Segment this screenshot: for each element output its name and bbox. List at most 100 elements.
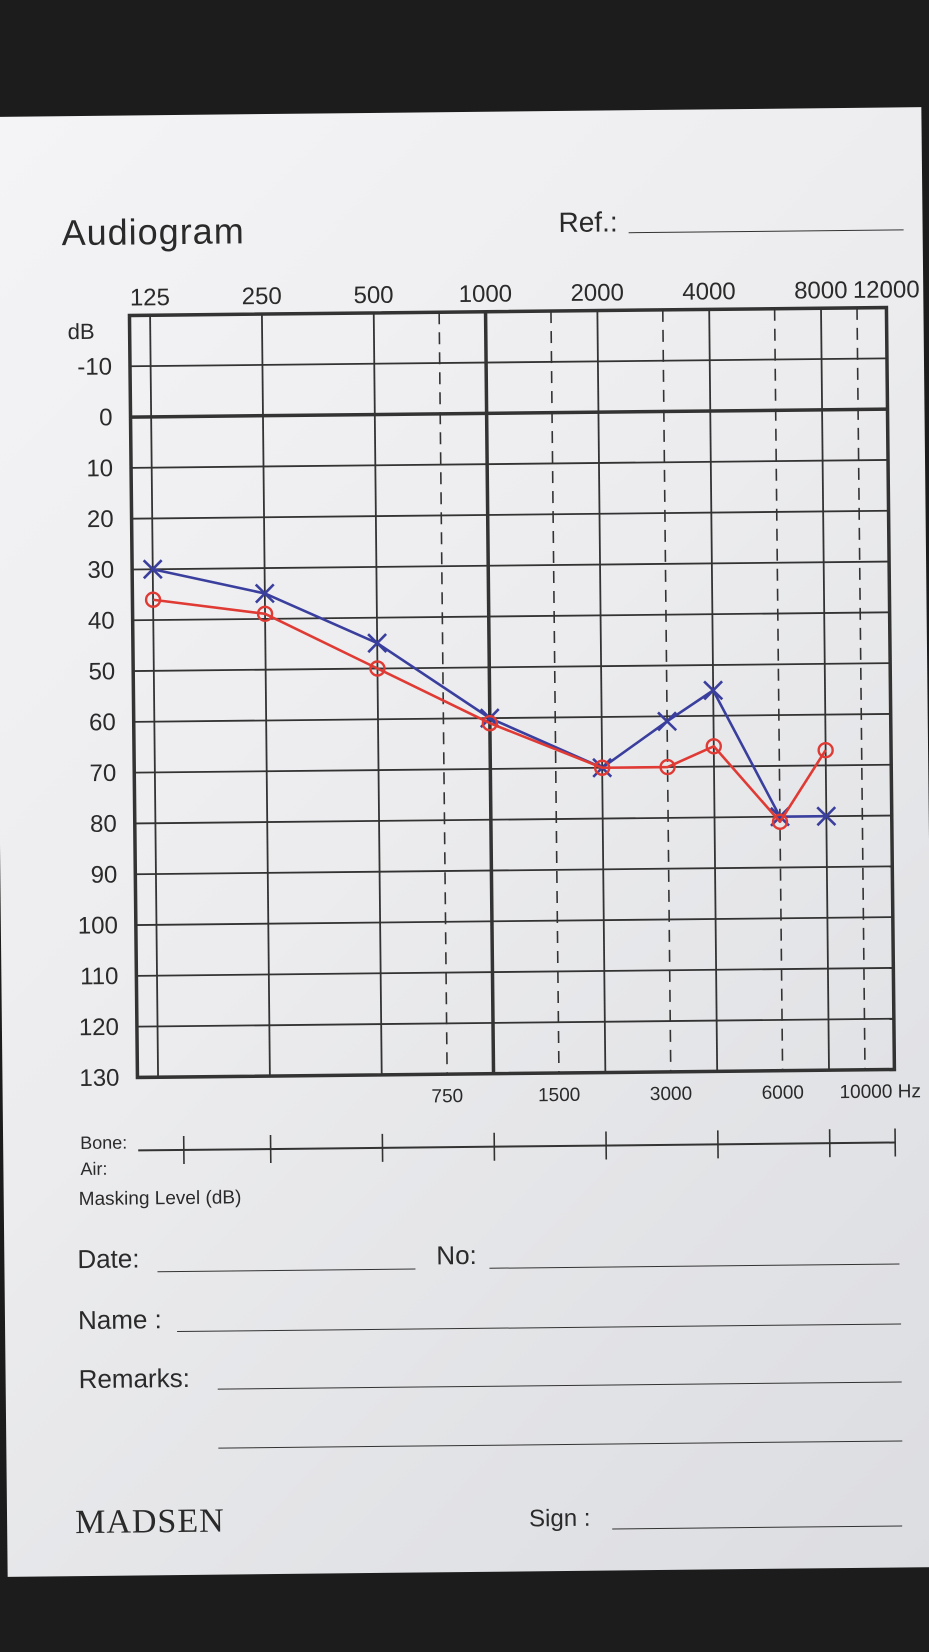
data-point-o bbox=[144, 591, 162, 608]
brand-logo: MADSEN bbox=[74, 1502, 225, 1542]
masking-level-label: Masking Level (dB) bbox=[78, 1187, 242, 1211]
data-point-o bbox=[593, 759, 611, 776]
x-tick-label: 4000 bbox=[682, 278, 736, 306]
grid-line-h bbox=[134, 763, 892, 774]
y-tick-label: 110 bbox=[80, 963, 119, 990]
grid-line-h bbox=[132, 611, 890, 622]
y-tick-label: 80 bbox=[90, 811, 117, 838]
bone-label: Bone: bbox=[80, 1132, 128, 1154]
data-point-o bbox=[369, 660, 386, 677]
data-point-x bbox=[657, 711, 678, 732]
masking-axis bbox=[138, 1128, 897, 1164]
grid-line-v-dashed bbox=[856, 307, 866, 1070]
chart-grid bbox=[127, 305, 897, 1080]
grid-line-v-dashed bbox=[438, 312, 448, 1075]
sign-label: Sign : bbox=[528, 1504, 591, 1533]
grid-line-v-dashed bbox=[661, 309, 672, 1072]
audiogram-form: Audiogram Ref.: 125 250 500 1000 2000 4000 800… bbox=[0, 107, 929, 1577]
data-point-o bbox=[481, 715, 499, 732]
y-tick-label: 60 bbox=[89, 709, 116, 736]
data-point-o bbox=[771, 813, 789, 830]
data-point-o bbox=[256, 605, 274, 622]
plot-frame bbox=[127, 305, 897, 1080]
grid-line-h bbox=[136, 967, 894, 977]
data-point-x bbox=[703, 680, 724, 701]
date-label: Date: bbox=[77, 1243, 140, 1275]
grid-line-h bbox=[129, 357, 887, 368]
y-unit-label: dB bbox=[68, 319, 95, 344]
x-tick-label: 2000 bbox=[570, 279, 624, 307]
grid-line-h bbox=[135, 865, 893, 876]
x-tick-label: 1000 bbox=[459, 280, 513, 308]
y-tick-label: 50 bbox=[88, 658, 115, 685]
masking-axis-line bbox=[138, 1141, 896, 1152]
y-axis-labels: -10 0 10 20 30 40 50 60 70 80 90 100 110 120 130 bbox=[77, 353, 119, 1092]
no-field[interactable] bbox=[489, 1263, 900, 1269]
remarks-label: Remarks: bbox=[78, 1362, 191, 1395]
y-tick-label: 30 bbox=[87, 557, 114, 584]
grid-line-h bbox=[133, 713, 891, 723]
grid-line-h bbox=[134, 814, 892, 825]
grid-line-v bbox=[596, 310, 607, 1073]
grid-line-h bbox=[132, 560, 890, 571]
grid-line-v-dashed bbox=[550, 311, 560, 1074]
y-tick-label: 130 bbox=[79, 1065, 119, 1092]
series-line-o bbox=[152, 598, 827, 824]
y-tick-label: -10 bbox=[77, 353, 112, 380]
grid-line-v bbox=[885, 307, 896, 1070]
y-tick-label: 0 bbox=[99, 404, 113, 431]
x-tick-label: 8000 bbox=[794, 277, 848, 305]
x-axis-minor-labels: 750 1500 3000 6000 10000 Hz bbox=[431, 1081, 921, 1107]
data-point-o bbox=[705, 738, 722, 755]
y-tick-label: 90 bbox=[90, 861, 117, 888]
x-tick-label: 125 bbox=[130, 284, 170, 311]
data-point-x bbox=[142, 559, 163, 580]
grid-line-h bbox=[133, 662, 891, 672]
grid-line-h bbox=[131, 459, 889, 469]
sign-field[interactable] bbox=[612, 1525, 903, 1530]
x-stroke bbox=[367, 633, 388, 654]
data-point-o bbox=[659, 758, 676, 776]
grid-line-v bbox=[483, 311, 496, 1074]
chart-series bbox=[142, 559, 837, 830]
grid-line-v bbox=[820, 308, 830, 1071]
y-tick-label: 70 bbox=[89, 760, 116, 787]
audiogram-chart: 125 250 500 1000 2000 4000 8000 12000 -10 0 10 20 3… bbox=[68, 276, 921, 1164]
air-label: Air: bbox=[80, 1158, 108, 1180]
y-tick-label: 120 bbox=[79, 1014, 119, 1041]
x-minor-tick-label: 3000 bbox=[650, 1084, 692, 1105]
name-label: Name : bbox=[77, 1304, 162, 1336]
grid-line-h bbox=[135, 916, 893, 926]
grid-line-h bbox=[130, 407, 888, 419]
x-tick-label: 250 bbox=[242, 283, 282, 310]
grid-line-v-dashed bbox=[773, 308, 784, 1071]
remarks-field[interactable] bbox=[217, 1381, 902, 1390]
x-stroke bbox=[255, 583, 275, 604]
date-field[interactable] bbox=[157, 1268, 416, 1273]
y-tick-label: 100 bbox=[78, 912, 118, 939]
y-tick-label: 10 bbox=[86, 455, 113, 482]
grid-line-v bbox=[149, 315, 159, 1078]
x-minor-tick-label: 750 bbox=[431, 1086, 463, 1107]
data-point-o bbox=[817, 741, 834, 759]
y-tick-label: 40 bbox=[88, 607, 115, 634]
x-stroke bbox=[142, 559, 163, 580]
x-minor-tick-label: 1500 bbox=[538, 1085, 580, 1106]
remarks-field-2[interactable] bbox=[218, 1440, 903, 1449]
x-stroke bbox=[816, 806, 837, 827]
data-point-x bbox=[254, 583, 275, 604]
grid-line-v bbox=[372, 312, 383, 1075]
data-point-x bbox=[816, 806, 837, 827]
grid-line-v bbox=[261, 314, 271, 1077]
x-stroke bbox=[657, 711, 677, 732]
y-tick-label: 20 bbox=[87, 506, 114, 533]
no-label: No: bbox=[436, 1239, 477, 1271]
x-minor-tick-label: 10000 Hz bbox=[839, 1081, 921, 1103]
data-point-x bbox=[367, 633, 388, 654]
x-stroke bbox=[703, 680, 724, 701]
x-axis-major-labels: 125 250 500 1000 2000 4000 8000 12000 bbox=[130, 276, 920, 311]
grid-line-h bbox=[131, 509, 889, 520]
x-tick-label: 12000 bbox=[853, 276, 920, 304]
x-tick-label: 500 bbox=[353, 282, 393, 309]
name-field[interactable] bbox=[177, 1323, 902, 1333]
